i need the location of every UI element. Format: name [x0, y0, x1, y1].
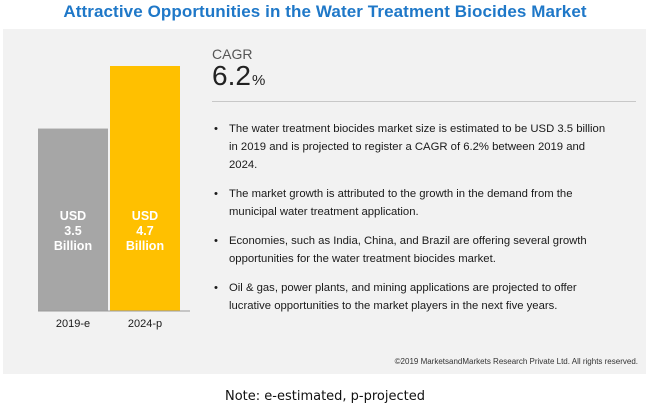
x-tick-label: 2019-e — [56, 318, 90, 330]
bar-data-label: USD — [60, 209, 86, 223]
list-item: • Oil & gas, power plants, and mining app… — [212, 279, 607, 315]
bullet-icon: • — [214, 282, 218, 294]
page-title: Attractive Opportunities in the Water Tr… — [63, 2, 587, 21]
bar-data-label: USD — [132, 209, 158, 223]
list-item: • The water treatment biocides market siz… — [212, 120, 607, 174]
key-points-list: • The water treatment biocides market siz… — [212, 120, 607, 326]
list-item: • Economies, such as India, China, and Br… — [212, 232, 607, 268]
cagr-label: CAGR — [212, 46, 253, 62]
cagr-divider — [212, 101, 636, 102]
list-item: • The market growth is attributed to the … — [212, 185, 607, 221]
bullet-icon: • — [214, 188, 218, 200]
bullet-icon: • — [214, 235, 218, 247]
bar-data-label: 3.5 — [64, 224, 81, 238]
bullet-text: The market growth is attributed to the g… — [229, 188, 573, 218]
bar-data-label: Billion — [126, 239, 164, 253]
cagr-number: 6.2 — [212, 60, 251, 91]
bar-data-label: Billion — [54, 239, 92, 253]
cagr-value: 6.2% — [212, 60, 265, 92]
bar-2019-e — [38, 128, 108, 311]
bullet-text: The water treatment biocides market size… — [229, 123, 606, 171]
bullet-text: Oil & gas, power plants, and mining appl… — [229, 282, 577, 312]
x-tick-label: 2024-p — [128, 318, 162, 330]
footnote: Note: e-estimated, p-projected — [224, 389, 425, 404]
bar-2024-p — [110, 66, 180, 311]
copyright-text: ©2019 MarketsandMarkets Research Private… — [394, 357, 638, 366]
cagr-unit: % — [251, 72, 266, 89]
bar-data-label: 4.7 — [136, 224, 153, 238]
bullet-icon: • — [214, 123, 218, 135]
bullet-text: Economies, such as India, China, and Bra… — [229, 235, 587, 265]
